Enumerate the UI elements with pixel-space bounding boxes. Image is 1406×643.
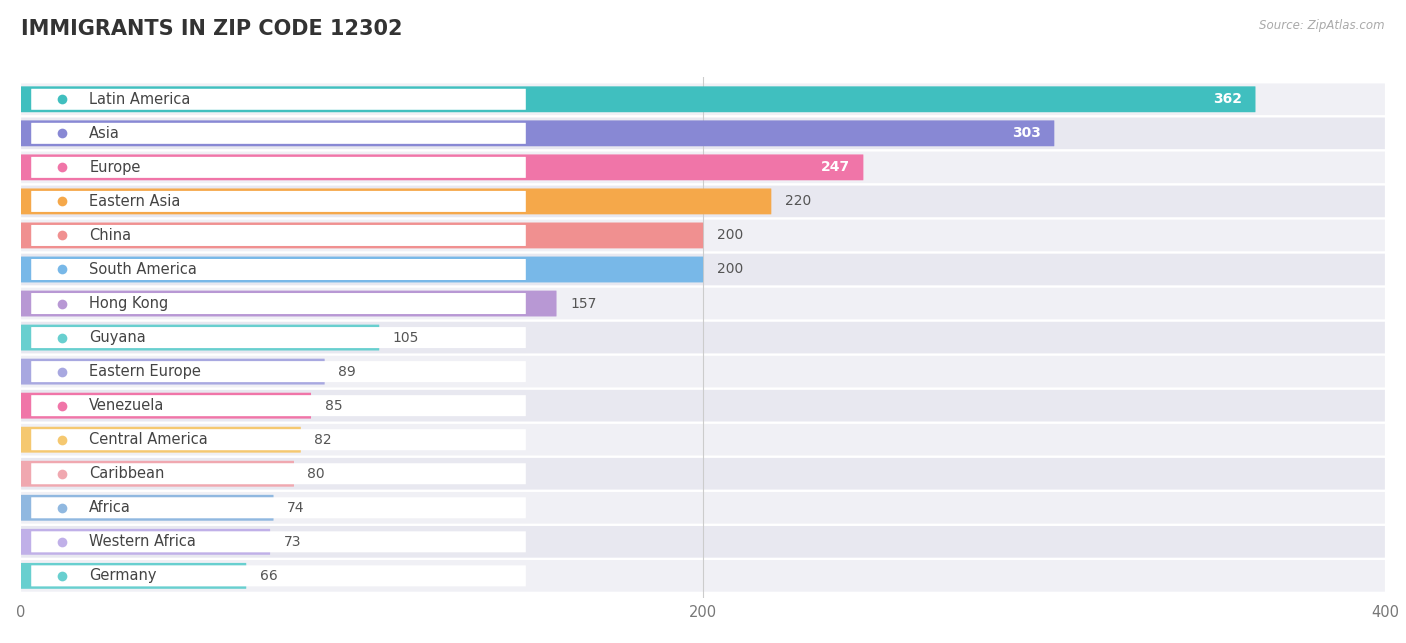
FancyBboxPatch shape [31, 531, 526, 552]
Text: Guyana: Guyana [90, 330, 146, 345]
Text: 73: 73 [284, 535, 301, 549]
FancyBboxPatch shape [31, 89, 526, 110]
FancyBboxPatch shape [21, 560, 1385, 592]
Text: 85: 85 [325, 399, 342, 413]
FancyBboxPatch shape [21, 322, 1385, 354]
FancyBboxPatch shape [21, 291, 557, 316]
Text: 247: 247 [821, 160, 849, 174]
Text: Latin America: Latin America [90, 92, 191, 107]
FancyBboxPatch shape [21, 495, 274, 521]
Text: 303: 303 [1012, 126, 1040, 140]
FancyBboxPatch shape [21, 424, 1385, 455]
Text: South America: South America [90, 262, 197, 277]
Text: Eastern Europe: Eastern Europe [90, 364, 201, 379]
FancyBboxPatch shape [31, 327, 526, 348]
Text: China: China [90, 228, 131, 243]
FancyBboxPatch shape [21, 458, 1385, 489]
Text: Europe: Europe [90, 160, 141, 175]
FancyBboxPatch shape [31, 463, 526, 484]
FancyBboxPatch shape [21, 154, 863, 180]
FancyBboxPatch shape [21, 359, 325, 385]
Text: 200: 200 [717, 228, 742, 242]
Text: Central America: Central America [90, 432, 208, 447]
FancyBboxPatch shape [21, 492, 1385, 523]
FancyBboxPatch shape [21, 84, 1385, 115]
Text: 74: 74 [287, 501, 305, 515]
Text: Western Africa: Western Africa [90, 534, 197, 549]
Text: Hong Kong: Hong Kong [90, 296, 169, 311]
FancyBboxPatch shape [21, 222, 703, 248]
Text: Africa: Africa [90, 500, 131, 515]
FancyBboxPatch shape [31, 225, 526, 246]
FancyBboxPatch shape [21, 120, 1054, 146]
FancyBboxPatch shape [21, 220, 1385, 251]
FancyBboxPatch shape [31, 259, 526, 280]
FancyBboxPatch shape [21, 253, 1385, 285]
Text: 89: 89 [339, 365, 356, 379]
Text: 200: 200 [717, 262, 742, 276]
FancyBboxPatch shape [21, 390, 1385, 422]
FancyBboxPatch shape [21, 86, 1256, 113]
FancyBboxPatch shape [31, 191, 526, 212]
Text: 220: 220 [785, 194, 811, 208]
FancyBboxPatch shape [21, 186, 1385, 217]
Text: 362: 362 [1213, 93, 1241, 106]
FancyBboxPatch shape [21, 152, 1385, 183]
FancyBboxPatch shape [21, 118, 1385, 149]
FancyBboxPatch shape [21, 529, 270, 555]
FancyBboxPatch shape [31, 157, 526, 178]
FancyBboxPatch shape [31, 429, 526, 450]
FancyBboxPatch shape [21, 257, 703, 282]
Text: Asia: Asia [90, 126, 120, 141]
Text: 66: 66 [260, 569, 277, 583]
Text: Venezuela: Venezuela [90, 398, 165, 413]
FancyBboxPatch shape [31, 395, 526, 416]
FancyBboxPatch shape [21, 356, 1385, 388]
FancyBboxPatch shape [21, 287, 1385, 320]
FancyBboxPatch shape [21, 526, 1385, 557]
FancyBboxPatch shape [21, 563, 246, 589]
Text: Eastern Asia: Eastern Asia [90, 194, 180, 209]
FancyBboxPatch shape [31, 293, 526, 314]
FancyBboxPatch shape [21, 325, 380, 350]
FancyBboxPatch shape [21, 393, 311, 419]
FancyBboxPatch shape [21, 461, 294, 487]
Text: 105: 105 [392, 331, 419, 345]
Text: Germany: Germany [90, 568, 157, 583]
FancyBboxPatch shape [21, 188, 772, 214]
Text: Source: ZipAtlas.com: Source: ZipAtlas.com [1260, 19, 1385, 32]
FancyBboxPatch shape [21, 427, 301, 453]
Text: Caribbean: Caribbean [90, 466, 165, 481]
Text: 82: 82 [315, 433, 332, 447]
Text: 157: 157 [569, 296, 596, 311]
FancyBboxPatch shape [31, 565, 526, 586]
Text: 80: 80 [308, 467, 325, 481]
FancyBboxPatch shape [31, 361, 526, 382]
FancyBboxPatch shape [31, 497, 526, 518]
Text: IMMIGRANTS IN ZIP CODE 12302: IMMIGRANTS IN ZIP CODE 12302 [21, 19, 402, 39]
FancyBboxPatch shape [31, 123, 526, 144]
